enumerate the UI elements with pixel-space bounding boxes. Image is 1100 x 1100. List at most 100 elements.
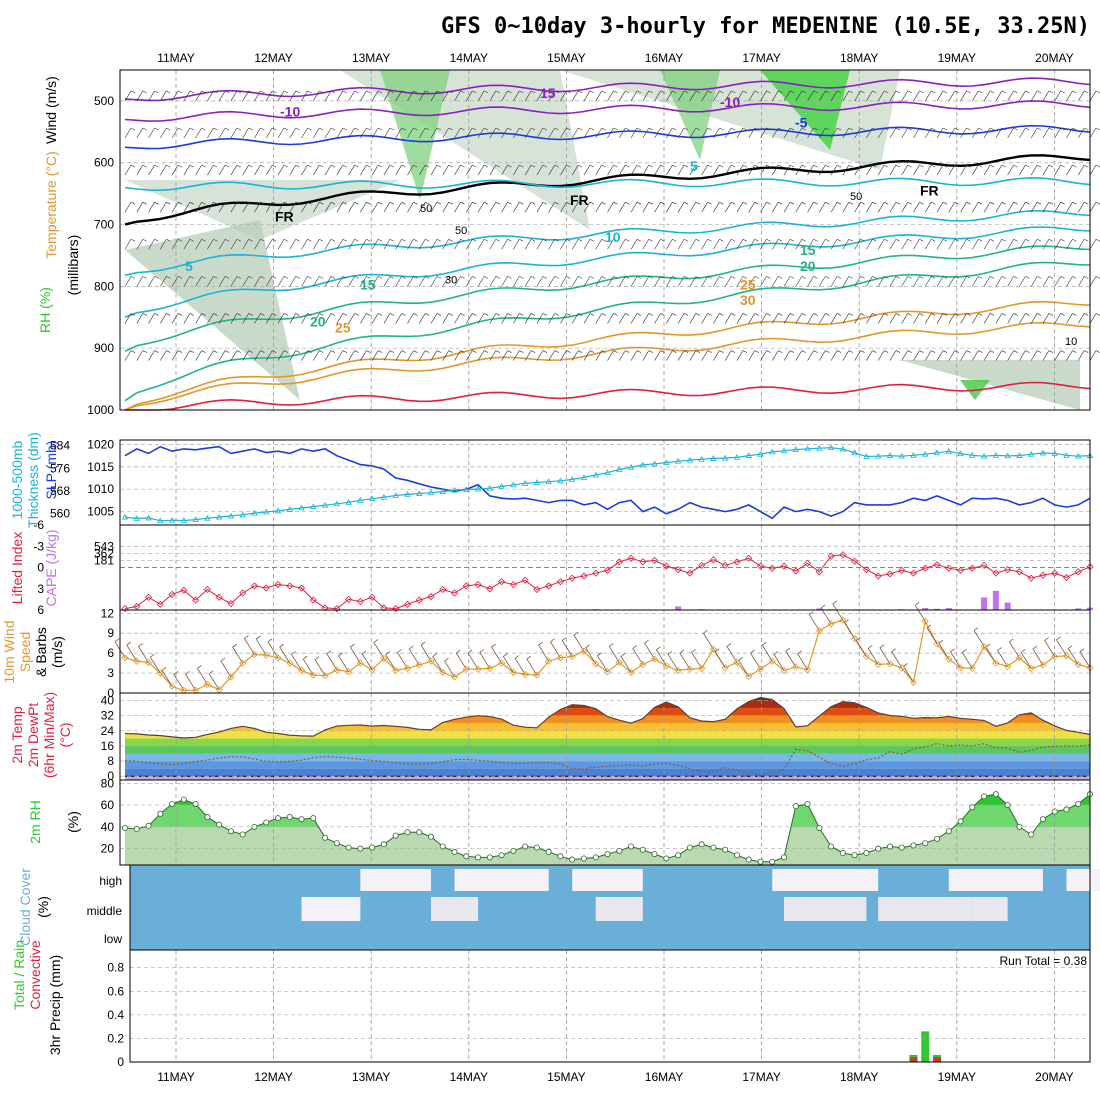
wind-barb [136, 127, 147, 139]
wind-barb [677, 164, 689, 176]
wind-barb [442, 90, 453, 102]
precip-ylabel-line: 3hr Precip (mm) [47, 955, 63, 1055]
wind-barb-10m [879, 644, 891, 664]
thickness-marker [957, 450, 964, 456]
wind-barb [983, 127, 995, 139]
wind-barb [760, 276, 771, 287]
wind-barb [748, 313, 759, 324]
wind-barb [265, 201, 277, 213]
wind-speed-marker [133, 657, 141, 665]
cape-ylabel-li: Lifted Index [9, 532, 25, 604]
thickness-marker [769, 448, 776, 455]
wind-barb [536, 276, 548, 287]
wind-barb [924, 313, 936, 324]
rh-marker [298, 816, 305, 823]
date-label-top: 16MAY [645, 51, 683, 65]
wind-speed-marker [686, 665, 694, 673]
wind-barb [619, 276, 630, 287]
wind-barb [395, 127, 406, 139]
rh-shading [125, 220, 300, 400]
rh-ylabel-line: 2m RH [27, 800, 43, 844]
wind-barb [324, 313, 336, 324]
wind-barb [1066, 127, 1077, 139]
wind-barb [630, 201, 642, 213]
thickness-marker [663, 459, 670, 466]
rh-contour-label: 50 [420, 203, 432, 215]
wind-speed-marker [721, 664, 729, 672]
rh-marker [463, 853, 470, 860]
wind-barb [854, 313, 865, 324]
wind-barb [760, 201, 771, 213]
cloud-cell [360, 869, 431, 891]
wind-speed-marker [392, 666, 400, 674]
wind-barb [1066, 276, 1077, 287]
thickness-marker [368, 495, 376, 502]
wind-barb [524, 350, 536, 361]
li-marker [144, 593, 153, 601]
wind-barb [1089, 201, 1100, 213]
wind-barb [607, 313, 618, 324]
wind-barb [960, 127, 971, 139]
thickness-marker [933, 449, 941, 456]
wind-barb [807, 350, 818, 361]
date-label-bottom: 12MAY [254, 1070, 292, 1084]
wind-barb [289, 201, 300, 213]
wind-speed-marker [733, 658, 741, 667]
wind-barb [313, 90, 324, 102]
wind-barb [324, 276, 336, 287]
thickness-marker [286, 506, 293, 512]
wind-barb [1007, 201, 1018, 213]
wind-barb [866, 276, 877, 287]
temp-band [125, 761, 1090, 769]
wind-barb [277, 239, 289, 250]
wind-barb [477, 276, 489, 287]
wind-speed-marker [909, 678, 918, 686]
thickness-marker [321, 501, 329, 508]
wind-barb [418, 201, 430, 213]
wind-barb [407, 90, 418, 102]
wind-barb [583, 313, 595, 324]
wind-barb-10m [538, 641, 549, 662]
wind-barb-10m [691, 649, 702, 669]
wind-barb [560, 164, 571, 176]
wind-barb [1030, 127, 1042, 139]
wind-barb-10m [396, 649, 408, 669]
wind-barb [619, 127, 630, 139]
li-marker [1062, 573, 1071, 581]
wind-barb [360, 201, 371, 213]
li-marker [239, 589, 247, 597]
li-marker [345, 595, 353, 603]
wind-barb [230, 127, 242, 139]
isotherm-label: -10 [280, 103, 300, 119]
li-marker [556, 578, 564, 586]
rh-marker [722, 846, 729, 853]
li-marker [262, 584, 270, 592]
wind-barb [548, 127, 559, 139]
wind-barb [689, 201, 701, 213]
wind-barb [983, 313, 995, 324]
wind-barb [642, 201, 653, 213]
wind-barb [677, 313, 689, 324]
wind-barb [360, 276, 371, 287]
wind-speed-marker [827, 620, 835, 628]
rh-marker [757, 858, 764, 865]
wind-barb [795, 313, 806, 324]
wind-barb-10m [208, 670, 220, 690]
date-label-top: 20MAY [1035, 51, 1073, 65]
wind-barb [807, 239, 818, 250]
wind-barb [1030, 90, 1042, 102]
wind-speed-marker [415, 661, 423, 669]
wind-barb [430, 239, 442, 250]
rh-contour-label: 10 [1065, 336, 1077, 348]
wind-barb [1077, 350, 1089, 361]
wind-barb [407, 239, 418, 250]
wind-barb [960, 201, 971, 213]
thickness-marker [263, 508, 270, 515]
li-marker [686, 569, 694, 577]
wind-barb [183, 350, 194, 361]
wind-barb [783, 239, 795, 250]
thickness-marker [1027, 450, 1035, 457]
wind-barb-10m [620, 653, 632, 673]
li-marker [651, 556, 659, 564]
cape-tick-label: 543 [94, 539, 114, 553]
